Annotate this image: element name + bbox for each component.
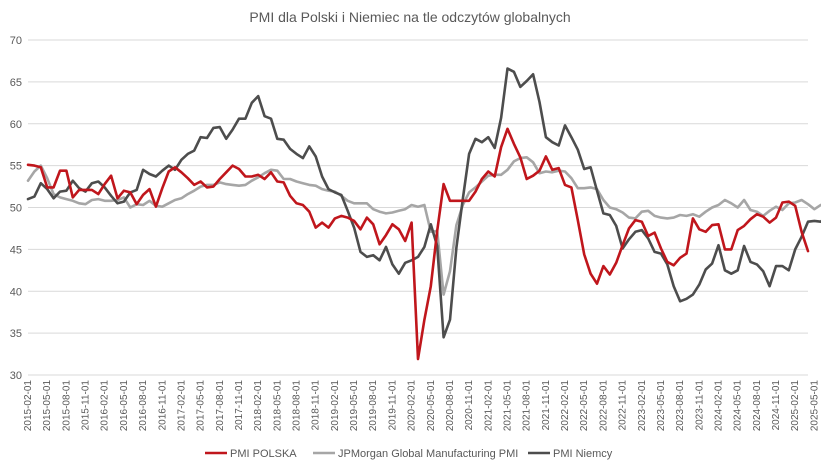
x-tick-label: 2017-05-01 (196, 380, 207, 432)
series-line-1 (26, 156, 821, 296)
x-tick-label: 2022-02-01 (560, 380, 571, 432)
x-tick-label: 2019-02-01 (330, 380, 341, 432)
x-tick-label: 2019-11-01 (387, 380, 398, 431)
x-tick-label: 2021-02-01 (483, 380, 494, 432)
x-tick-label: 2024-02-01 (713, 380, 724, 432)
x-tick-label: 2023-11-01 (694, 380, 705, 431)
series-lines (26, 67, 821, 361)
x-tick-label: 2023-05-01 (656, 380, 667, 432)
x-tick-label: 2023-08-01 (675, 380, 686, 432)
chart-title: PMI dla Polski i Niemiec na tle odczytów… (249, 9, 570, 25)
x-tick-label: 2018-08-01 (292, 380, 303, 432)
x-tick-label: 2025-05-01 (809, 380, 820, 432)
y-tick-label: 65 (10, 77, 22, 89)
x-tick-label: 2020-02-01 (407, 380, 418, 432)
x-tick-label: 2023-02-01 (637, 380, 648, 432)
x-tick-label: 2016-08-01 (138, 380, 149, 432)
series-line-2 (26, 67, 821, 339)
x-tick-label: 2022-05-01 (579, 380, 590, 432)
y-tick-label: 55 (10, 161, 22, 173)
x-tick-label: 2019-05-01 (349, 380, 360, 432)
x-tick-label: 2018-11-01 (311, 380, 322, 431)
x-tick-label: 2015-05-01 (42, 380, 53, 432)
x-tick-label: 2022-11-01 (618, 380, 629, 431)
x-axis-ticks: 2015-02-01 2015-05-01 2015-08-01 2015-11-01… (23, 380, 820, 432)
x-tick-label: 2021-08-01 (522, 380, 533, 432)
x-tick-label: 2020-11-01 (464, 380, 475, 431)
x-tick-label: 2024-05-01 (733, 380, 744, 432)
x-tick-label: 2015-11-01 (81, 380, 92, 431)
x-tick-label: 2024-08-01 (752, 380, 763, 432)
x-tick-label: 2019-08-01 (368, 380, 379, 432)
x-tick-label: 2018-02-01 (253, 380, 264, 432)
y-tick-label: 35 (10, 328, 22, 340)
y-tick-label: 60 (10, 119, 22, 131)
y-tick-label: 50 (10, 203, 22, 215)
x-tick-label: 2017-08-01 (215, 380, 226, 432)
x-tick-label: 2022-08-01 (598, 380, 609, 432)
series-line-0 (26, 127, 810, 361)
y-tick-label: 70 (10, 35, 22, 47)
y-tick-label: 40 (10, 286, 22, 298)
x-tick-label: 2017-02-01 (176, 380, 187, 432)
x-tick-label: 2015-02-01 (23, 380, 34, 432)
legend-label: PMI POLSKA (230, 448, 297, 460)
x-tick-label: 2016-02-01 (100, 380, 111, 432)
x-tick-label: 2024-11-01 (771, 380, 782, 431)
legend-label: JPMorgan Global Manufacturing PMI (338, 448, 518, 460)
x-tick-label: 2021-05-01 (503, 380, 514, 432)
y-axis-ticks: 30 35 40 45 50 55 60 65 70 (10, 35, 22, 382)
x-tick-label: 2020-08-01 (445, 380, 456, 432)
y-tick-label: 30 (10, 370, 22, 382)
x-tick-label: 2025-02-01 (790, 380, 801, 432)
x-tick-label: 2015-08-01 (61, 380, 72, 432)
x-tick-label: 2016-11-01 (157, 380, 168, 431)
legend-label: PMI Niemcy (553, 448, 613, 460)
x-tick-label: 2021-11-01 (541, 380, 552, 431)
x-tick-label: 2018-05-01 (272, 380, 283, 432)
x-tick-label: 2016-05-01 (119, 380, 130, 432)
legend: PMI POLSKA JPMorgan Global Manufacturing … (205, 448, 613, 460)
x-tick-label: 2017-11-01 (234, 380, 245, 431)
y-tick-label: 45 (10, 244, 22, 256)
x-tick-label: 2020-05-01 (426, 380, 437, 432)
